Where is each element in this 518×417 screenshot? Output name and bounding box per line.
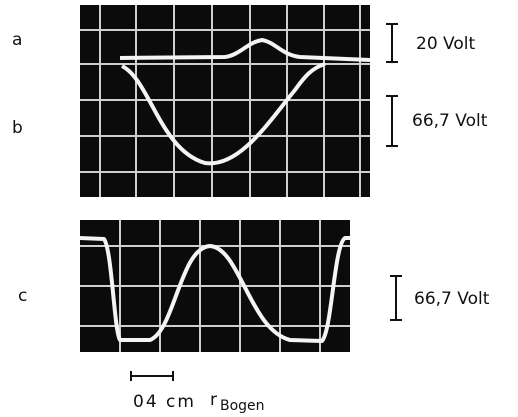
voltage-scale: 20 Volt [416, 34, 475, 54]
voltage-scale-bar [386, 24, 398, 62]
axis-subscript: Bogen [220, 398, 265, 414]
length-scale-bar [131, 371, 173, 381]
axis-symbol: r [210, 390, 217, 410]
voltage-scale-bar [386, 96, 398, 146]
length-scale: 04 cm [133, 392, 196, 412]
panel-label: a [12, 30, 22, 50]
panel-label: b [12, 118, 23, 138]
voltage-scale-bar [390, 276, 402, 320]
voltage-scale: 66,7 Volt [412, 111, 488, 131]
voltage-scale: 66,7 Volt [414, 289, 490, 309]
panel-label: c [18, 286, 27, 306]
figure: a b c 20 Volt 66,7 Volt 66,7 Volt 04 cm … [0, 0, 518, 417]
